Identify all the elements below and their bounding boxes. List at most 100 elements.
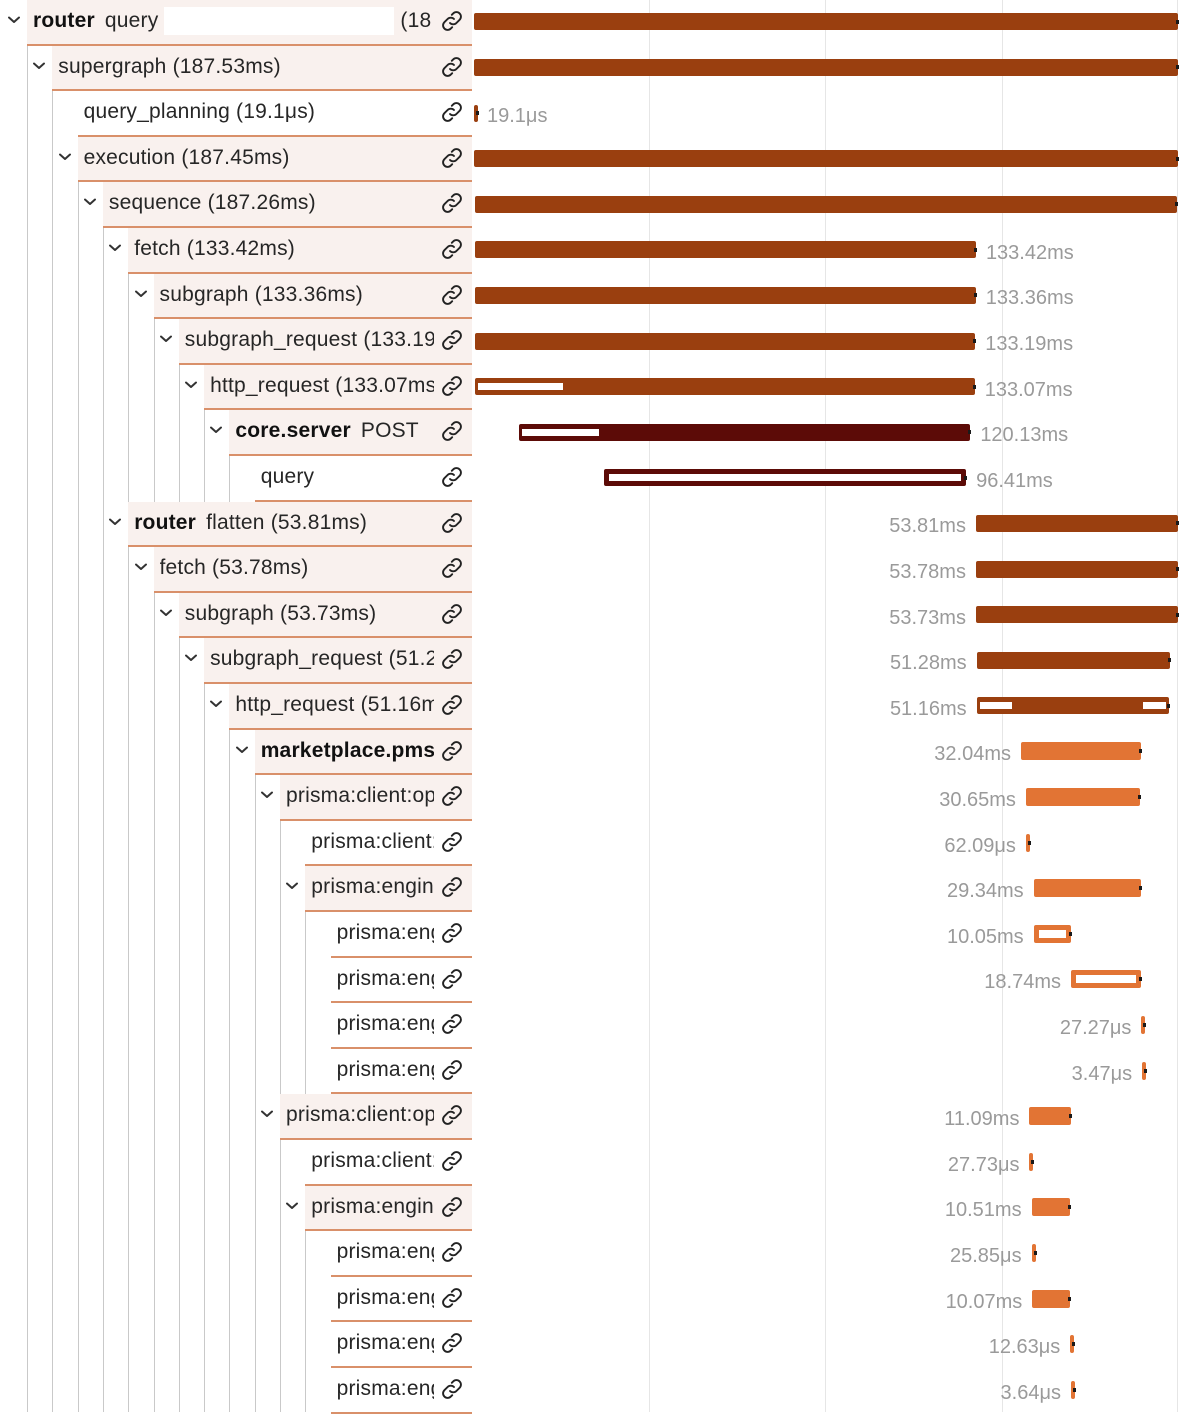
span-row[interactable]: core.server POST — [229, 410, 472, 456]
link-icon[interactable] — [440, 967, 464, 991]
link-icon[interactable] — [440, 875, 464, 899]
span-timeline-bar[interactable] — [975, 560, 1179, 578]
link-icon[interactable] — [440, 739, 464, 763]
span-row[interactable]: prisma:client:serialize — [305, 1140, 472, 1186]
chevron-down-icon[interactable] — [130, 547, 152, 590]
span-row[interactable]: marketplace.pms — [254, 729, 472, 776]
chevron-down-icon[interactable] — [104, 502, 126, 545]
span-timeline-bar[interactable] — [1029, 1107, 1072, 1126]
link-icon[interactable] — [440, 9, 464, 33]
link-icon[interactable] — [440, 328, 464, 352]
span-row[interactable]: subgraph (133.36ms) — [153, 273, 472, 320]
span-row[interactable]: prisma:engine:serialize — [330, 1003, 472, 1049]
link-icon[interactable] — [440, 693, 464, 717]
span-timeline-bar[interactable] — [1021, 742, 1143, 761]
span-row[interactable]: supergraph (187.53ms) — [52, 45, 472, 92]
chevron-down-icon[interactable] — [180, 638, 202, 681]
span-row[interactable]: prisma:engine:serialize — [330, 1322, 472, 1368]
span-timeline-bar[interactable] — [1025, 788, 1141, 806]
chevron-down-icon[interactable] — [205, 410, 227, 453]
span-timeline-bar[interactable] — [474, 150, 1179, 168]
span-timeline-bar[interactable] — [1070, 970, 1143, 989]
span-timeline-bar[interactable] — [1033, 924, 1072, 943]
span-row[interactable]: prisma:engine — [305, 1185, 472, 1232]
chevron-down-icon[interactable] — [28, 46, 50, 89]
link-icon[interactable] — [440, 830, 464, 854]
span-timeline-bar[interactable] — [1025, 833, 1031, 852]
span-timeline-bar[interactable] — [1031, 1198, 1072, 1217]
link-icon[interactable] — [440, 1331, 464, 1355]
chevron-down-icon[interactable] — [256, 1094, 278, 1137]
link-icon[interactable] — [440, 784, 464, 808]
link-icon[interactable] — [440, 1103, 464, 1127]
link-icon[interactable] — [440, 283, 464, 307]
span-row[interactable]: query — [254, 456, 472, 502]
span-row[interactable]: fetch (133.42ms) — [128, 228, 472, 274]
link-icon[interactable] — [440, 1286, 464, 1310]
chevron-down-icon[interactable] — [281, 866, 303, 909]
link-icon[interactable] — [440, 1195, 464, 1219]
span-row[interactable]: subgraph (53.73ms) — [178, 592, 472, 639]
span-timeline-bar[interactable] — [474, 13, 1179, 31]
chevron-down-icon[interactable] — [54, 137, 76, 180]
span-row[interactable]: prisma:engine:db_query — [330, 957, 472, 1004]
span-timeline-bar[interactable] — [1029, 1152, 1035, 1171]
span-row[interactable]: prisma:engine:connection — [330, 912, 472, 958]
span-row[interactable]: sequence (187.26ms) — [102, 182, 472, 228]
chevron-down-icon[interactable] — [256, 775, 278, 818]
link-icon[interactable] — [440, 374, 464, 398]
link-icon[interactable] — [440, 237, 464, 261]
chevron-down-icon[interactable] — [155, 593, 177, 636]
span-timeline-bar[interactable] — [976, 697, 1170, 715]
span-timeline-bar[interactable] — [474, 58, 1179, 76]
span-row[interactable]: subgraph_request (133.19ms) — [178, 319, 472, 365]
span-row[interactable]: query_planning (19.1μs) — [77, 91, 472, 137]
chevron-down-icon[interactable] — [205, 684, 227, 727]
span-row[interactable]: http_request (133.07ms) — [204, 364, 472, 411]
span-timeline-bar[interactable] — [1070, 1380, 1076, 1399]
link-icon[interactable] — [440, 465, 464, 489]
span-row[interactable]: http_request (51.16ms) — [229, 684, 472, 730]
chevron-down-icon[interactable] — [130, 274, 152, 317]
chevron-down-icon[interactable] — [3, 0, 25, 43]
span-row[interactable]: fetch (53.78ms) — [153, 547, 472, 593]
span-timeline-bar[interactable] — [975, 514, 1179, 532]
span-row[interactable]: router flatten (53.81ms) — [128, 501, 472, 548]
link-icon[interactable] — [440, 100, 464, 124]
span-timeline-bar[interactable] — [1141, 1016, 1147, 1034]
link-icon[interactable] — [440, 647, 464, 671]
link-icon[interactable] — [440, 1377, 464, 1401]
span-row[interactable]: subgraph_request (51.28ms) — [204, 638, 472, 684]
span-timeline-bar[interactable] — [1033, 879, 1143, 898]
chevron-down-icon[interactable] — [155, 319, 177, 362]
span-timeline-bar[interactable] — [1031, 1244, 1037, 1262]
span-row[interactable]: prisma:engine:db_query — [330, 1276, 472, 1323]
link-icon[interactable] — [440, 921, 464, 945]
chevron-down-icon[interactable] — [104, 228, 126, 271]
span-row[interactable]: prisma:engine:serialize — [330, 1048, 472, 1095]
link-icon[interactable] — [440, 191, 464, 215]
chevron-down-icon[interactable] — [180, 365, 202, 408]
link-icon[interactable] — [440, 146, 464, 170]
span-timeline-bar[interactable] — [1032, 1289, 1072, 1308]
span-row[interactable]: prisma:engine:connection — [330, 1231, 472, 1277]
link-icon[interactable] — [440, 511, 464, 535]
span-timeline-bar[interactable] — [976, 651, 1171, 669]
span-row[interactable]: router query (18 — [27, 0, 472, 46]
span-timeline-bar[interactable] — [519, 423, 972, 441]
chevron-down-icon[interactable] — [281, 1186, 303, 1229]
link-icon[interactable] — [440, 602, 464, 626]
span-row[interactable]: prisma:client:serialize — [305, 820, 472, 867]
link-icon[interactable] — [440, 55, 464, 79]
span-timeline-bar[interactable] — [1142, 1061, 1148, 1080]
link-icon[interactable] — [440, 1240, 464, 1264]
span-timeline-bar[interactable] — [475, 378, 976, 396]
link-icon[interactable] — [440, 1149, 464, 1173]
span-timeline-bar[interactable] — [474, 241, 977, 259]
span-timeline-bar[interactable] — [474, 104, 479, 122]
span-row[interactable]: execution (187.45ms) — [77, 136, 472, 183]
span-timeline-bar[interactable] — [475, 332, 977, 350]
chevron-down-icon[interactable] — [79, 182, 101, 225]
link-icon[interactable] — [440, 1058, 464, 1082]
chevron-down-icon[interactable] — [231, 730, 253, 773]
